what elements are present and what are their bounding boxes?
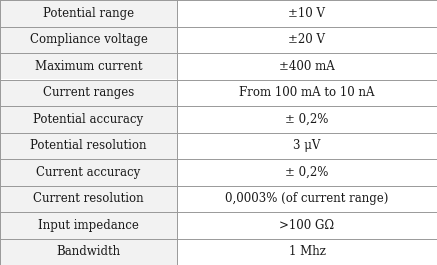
Text: ± 0,2%: ± 0,2% — [285, 166, 329, 179]
Text: Compliance voltage: Compliance voltage — [30, 33, 147, 46]
Text: Current ranges: Current ranges — [43, 86, 134, 99]
Bar — [0, 238, 177, 265]
Text: Maximum current: Maximum current — [35, 60, 142, 73]
Text: ±400 mA: ±400 mA — [279, 60, 335, 73]
Bar — [0, 0, 177, 26]
Bar — [0, 132, 177, 159]
Text: From 100 mA to 10 nA: From 100 mA to 10 nA — [239, 86, 375, 99]
Text: ±20 V: ±20 V — [288, 33, 326, 46]
Bar — [0, 106, 177, 132]
Bar — [0, 26, 177, 53]
Text: >100 GΩ: >100 GΩ — [279, 219, 335, 232]
Bar — [177, 159, 437, 186]
Text: Input impedance: Input impedance — [38, 219, 139, 232]
Bar — [0, 159, 177, 186]
Text: Current resolution: Current resolution — [33, 192, 144, 205]
Text: Potential range: Potential range — [43, 7, 134, 20]
Text: ±10 V: ±10 V — [288, 7, 326, 20]
Text: Potential accuracy: Potential accuracy — [33, 113, 144, 126]
Text: Bandwidth: Bandwidth — [56, 245, 121, 258]
Text: Current accuracy: Current accuracy — [36, 166, 141, 179]
Text: 0,0003% (of current range): 0,0003% (of current range) — [225, 192, 388, 205]
Bar — [177, 0, 437, 26]
Bar — [177, 186, 437, 212]
Text: 3 μV: 3 μV — [293, 139, 321, 152]
Text: Potential resolution: Potential resolution — [30, 139, 147, 152]
Text: 1 Mhz: 1 Mhz — [288, 245, 326, 258]
Bar — [177, 132, 437, 159]
Bar — [177, 53, 437, 80]
Bar — [0, 80, 177, 106]
Bar — [0, 53, 177, 80]
Bar — [0, 212, 177, 238]
Bar — [177, 238, 437, 265]
Bar — [177, 80, 437, 106]
Bar — [0, 186, 177, 212]
Bar — [177, 212, 437, 238]
Text: ± 0,2%: ± 0,2% — [285, 113, 329, 126]
Bar — [177, 26, 437, 53]
Bar — [177, 106, 437, 132]
